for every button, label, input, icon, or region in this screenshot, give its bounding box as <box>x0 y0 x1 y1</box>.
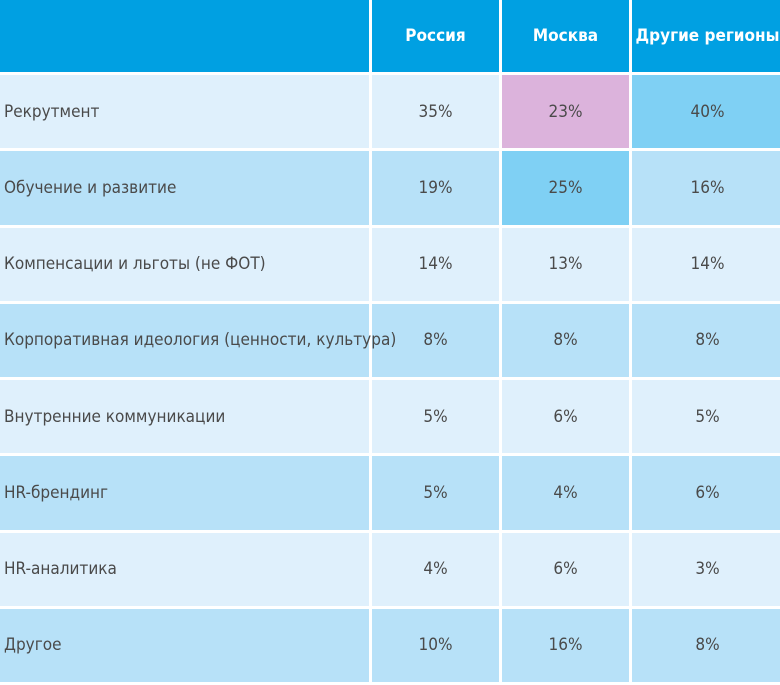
value-cell: 4% <box>372 532 499 606</box>
value-cell: 16% <box>632 151 780 225</box>
row-label: Корпоративная идеология (ценности, культ… <box>0 303 396 377</box>
value-cell: 25% <box>502 151 629 225</box>
table-row: HR-аналитика 4% 6% 3% <box>0 532 780 606</box>
value-cell: 19% <box>372 151 499 225</box>
value-cell: 5% <box>632 380 780 454</box>
table-row: Компенсации и льготы (не ФОТ) 14% 13% 14% <box>0 227 780 301</box>
table-row: Внутренние коммуникации 5% 6% 5% <box>0 380 780 454</box>
column-header-russia: Россия <box>372 0 499 72</box>
value-cell: 8% <box>502 303 629 377</box>
value-cell: 4% <box>502 456 629 530</box>
value-cell: 13% <box>502 227 629 301</box>
value-cell: 5% <box>372 456 499 530</box>
value-cell: 6% <box>502 532 629 606</box>
row-label: Другое <box>0 608 369 682</box>
value-cell: 40% <box>632 75 780 149</box>
column-header-other-regions: Другие регионы <box>632 0 780 72</box>
header-corner-cell <box>0 0 369 72</box>
table-body: Рекрутмент 35% 23% 40% Обучение и развитие 19… <box>0 75 780 682</box>
value-cell: 14% <box>372 227 499 301</box>
row-label: Внутренние коммуникации <box>0 380 369 454</box>
value-cell: 35% <box>372 75 499 149</box>
value-cell: 5% <box>372 380 499 454</box>
row-label: Рекрутмент <box>0 75 369 149</box>
value-cell: 23% <box>502 75 629 149</box>
table-row: Другое 10% 16% 8% <box>0 608 780 682</box>
value-cell: 8% <box>632 608 780 682</box>
column-header-moscow: Москва <box>502 0 629 72</box>
value-cell: 14% <box>632 227 780 301</box>
row-label: Компенсации и льготы (не ФОТ) <box>0 227 369 301</box>
value-cell: 6% <box>502 380 629 454</box>
value-cell: 16% <box>502 608 629 682</box>
table-row: HR-брендинг 5% 4% 6% <box>0 456 780 530</box>
row-label: HR-аналитика <box>0 532 369 606</box>
value-cell: 8% <box>632 303 780 377</box>
header-row: Россия Москва Другие регионы <box>0 0 780 72</box>
row-label: HR-брендинг <box>0 456 369 530</box>
table-row: Корпоративная идеология (ценности, культ… <box>0 303 780 377</box>
row-label: Обучение и развитие <box>0 151 369 225</box>
table-row: Рекрутмент 35% 23% 40% <box>0 75 780 149</box>
value-cell: 10% <box>372 608 499 682</box>
value-cell: 8% <box>372 303 499 377</box>
value-cell: 3% <box>632 532 780 606</box>
value-cell: 6% <box>632 456 780 530</box>
table-row: Обучение и развитие 19% 25% 16% <box>0 151 780 225</box>
